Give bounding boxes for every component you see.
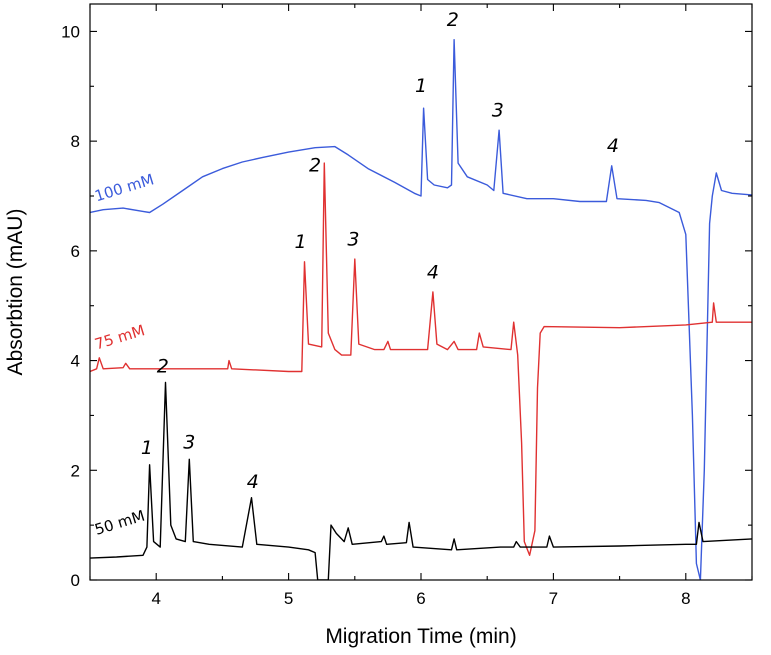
- y-tick-label: 0: [71, 571, 80, 590]
- x-tick-label: 6: [416, 589, 425, 608]
- series-label: 75 mM: [93, 321, 147, 353]
- peak-label: 3: [347, 228, 359, 250]
- series-layer: [90, 39, 752, 580]
- peak-label: 4: [607, 135, 619, 157]
- x-tick-label: 7: [549, 589, 558, 608]
- series-line-0: [90, 39, 752, 580]
- y-tick-label: 2: [71, 461, 80, 480]
- axes-layer: 4 5 6 7 8 0 2 4 6 8 10: [61, 3, 753, 608]
- y-tick-label: 6: [71, 242, 80, 261]
- y-axis-title: Absorbtion (mAU): [4, 209, 27, 376]
- x-tick-label: 5: [284, 589, 293, 608]
- peak-label: 1: [415, 75, 427, 97]
- y-tick-label: 8: [71, 132, 80, 151]
- peak-label: 2: [309, 154, 321, 176]
- y-tick-label: 10: [61, 22, 80, 41]
- series-label: 100 mM: [93, 170, 157, 205]
- series-label: 50 mM: [93, 507, 147, 539]
- series-line-1: [90, 162, 752, 556]
- y-tick-label: 4: [71, 352, 80, 371]
- x-tick-label: 8: [681, 589, 690, 608]
- peak-label: 2: [447, 9, 459, 31]
- peak-label: 4: [247, 471, 259, 493]
- peak-label: 4: [427, 261, 439, 283]
- x-axis-title: Migration Time (min): [325, 625, 516, 648]
- peak-label: 3: [183, 431, 195, 453]
- peak-label: 2: [157, 356, 169, 378]
- peak-label: 3: [492, 99, 504, 121]
- peak-annotation-layer: 100 mM 75 mM 50 mM 1 2 3 4 1 2 3 4 1 2 3 4: [93, 9, 620, 539]
- peak-label: 1: [294, 231, 306, 253]
- x-tick-label: 4: [151, 589, 160, 608]
- peak-label: 1: [141, 437, 153, 459]
- series-line-2: [90, 381, 752, 580]
